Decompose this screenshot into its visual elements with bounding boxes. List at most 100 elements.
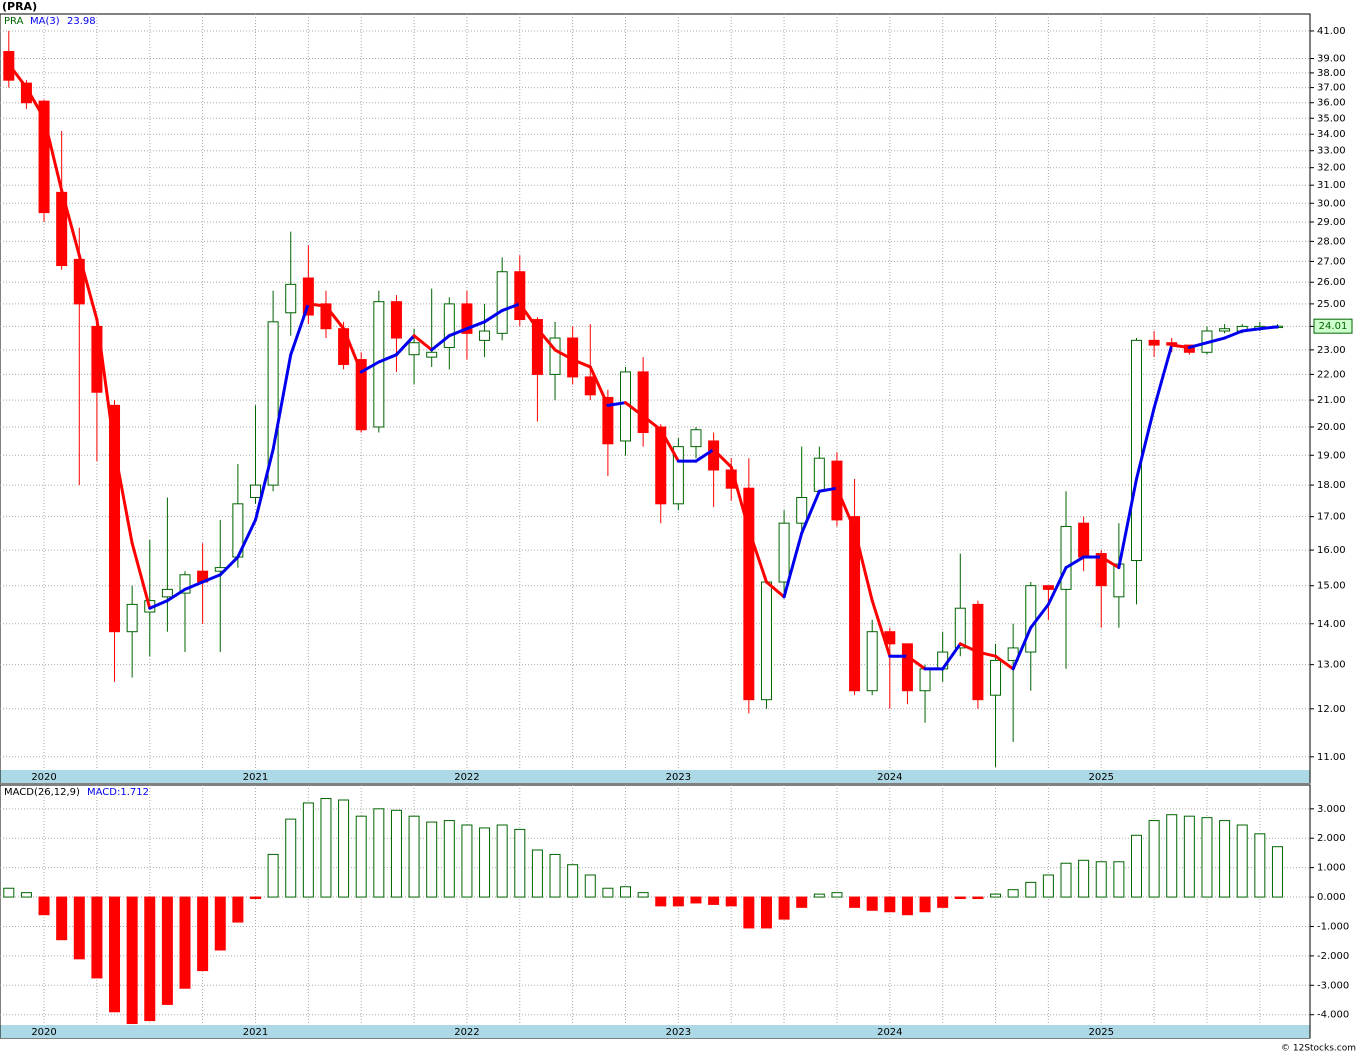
candle-body (813, 457, 825, 492)
y-tick-label: 25.00 (1317, 299, 1346, 310)
chart-title: (PRA) (2, 0, 37, 13)
ma-line (306, 302, 328, 308)
candle-body (109, 404, 121, 633)
candle-body (954, 607, 966, 649)
ma-line (518, 302, 539, 331)
ma-line (659, 428, 680, 463)
y-tick-label: -4.000 (1317, 1010, 1349, 1021)
y-tick-label: 16.00 (1317, 545, 1346, 556)
ma-line (1240, 327, 1262, 333)
candle-body (161, 588, 173, 598)
ma-line (183, 580, 205, 591)
y-tick-label: 12.00 (1317, 704, 1346, 715)
macd-bar (126, 896, 138, 1025)
x-tick-label: 2020 (31, 772, 56, 783)
candle-body (1025, 585, 1037, 653)
y-tick-label: 20.00 (1317, 422, 1346, 433)
macd-bar (1201, 817, 1213, 898)
ma-line (800, 489, 821, 535)
macd-bar (355, 815, 367, 898)
macd-bar (1166, 814, 1178, 898)
macd-bar (690, 896, 702, 904)
candle-body (285, 283, 297, 314)
ma-line (905, 654, 927, 671)
x-tick-label: 2022 (454, 772, 479, 783)
macd-bar (338, 799, 350, 898)
ma-line (483, 309, 504, 324)
candle-body (1078, 522, 1090, 558)
y-tick-label: 41.00 (1317, 26, 1346, 37)
macd-bar (320, 798, 332, 898)
candle-body (1042, 585, 1054, 590)
ma-line (201, 573, 222, 584)
ma-line (1029, 602, 1050, 630)
ma-line (289, 302, 310, 357)
ma-line (113, 448, 134, 545)
y-tick-label: 39.00 (1317, 54, 1346, 65)
macd-bar (461, 824, 473, 898)
macd-bar (443, 820, 455, 898)
candle-body (743, 487, 755, 701)
ma-line (236, 518, 257, 559)
candle-body (461, 303, 473, 334)
x-tick-label: 2023 (666, 772, 691, 783)
candle-body (249, 484, 261, 499)
macd-bar (373, 808, 385, 898)
candle-body (426, 351, 438, 358)
macd-bar (161, 896, 173, 1005)
candle-body (267, 321, 279, 486)
ma-line (1134, 406, 1156, 481)
macd-bar (1271, 846, 1283, 898)
candle-body (1219, 328, 1231, 332)
ma-line (412, 334, 434, 352)
macd-bar (849, 896, 861, 908)
y-tick-label: 13.00 (1317, 660, 1346, 671)
macd-bar (937, 896, 949, 908)
candle-body (584, 376, 596, 396)
candle-body (672, 446, 684, 505)
x-tick-label: 2021 (243, 1027, 268, 1038)
ma-line (359, 360, 381, 374)
macd-bar (1042, 874, 1054, 898)
ma-line (148, 599, 169, 610)
ma-line (1011, 626, 1033, 671)
y-tick-label: 29.00 (1317, 217, 1346, 228)
candle-body (514, 271, 526, 321)
y-tick-label: 17.00 (1317, 512, 1346, 523)
macd-bar (232, 896, 244, 923)
ma-line (1099, 555, 1121, 570)
macd-bar (496, 824, 508, 898)
y-tick-label: 37.00 (1317, 83, 1346, 94)
candle-body (708, 440, 720, 471)
candle-body (1148, 339, 1160, 346)
x-tick-label: 2023 (666, 1027, 691, 1038)
footer: © 12Stocks.com (1281, 1044, 1356, 1054)
macd-bar (620, 886, 632, 898)
x-tick-label: 2021 (243, 772, 268, 783)
x-tick-label: 2022 (454, 1027, 479, 1038)
candle-body (479, 330, 491, 341)
macd-bar (1183, 815, 1195, 898)
candle-body (919, 668, 931, 692)
ma-line (60, 189, 81, 257)
macd-bar (919, 896, 931, 913)
y-tick-label: 33.00 (1317, 146, 1346, 157)
macd-bar (267, 853, 279, 898)
candle-body (38, 100, 50, 214)
ma-line (870, 599, 892, 658)
macd-bar (514, 828, 526, 898)
macd-bar (637, 892, 649, 898)
candle-body (778, 522, 790, 583)
price-panel (0, 13, 1311, 784)
ma-line (218, 555, 240, 577)
macd-bar (179, 896, 191, 989)
x-axis-strip (0, 770, 1310, 783)
ma-line (95, 318, 117, 452)
ma-line (553, 348, 575, 362)
y-tick-label: 35.00 (1317, 113, 1346, 124)
macd-bar (567, 864, 579, 898)
macd-bar (390, 809, 402, 898)
candle-body (849, 516, 861, 692)
macd-bar (813, 893, 825, 898)
ma-line (835, 486, 857, 532)
